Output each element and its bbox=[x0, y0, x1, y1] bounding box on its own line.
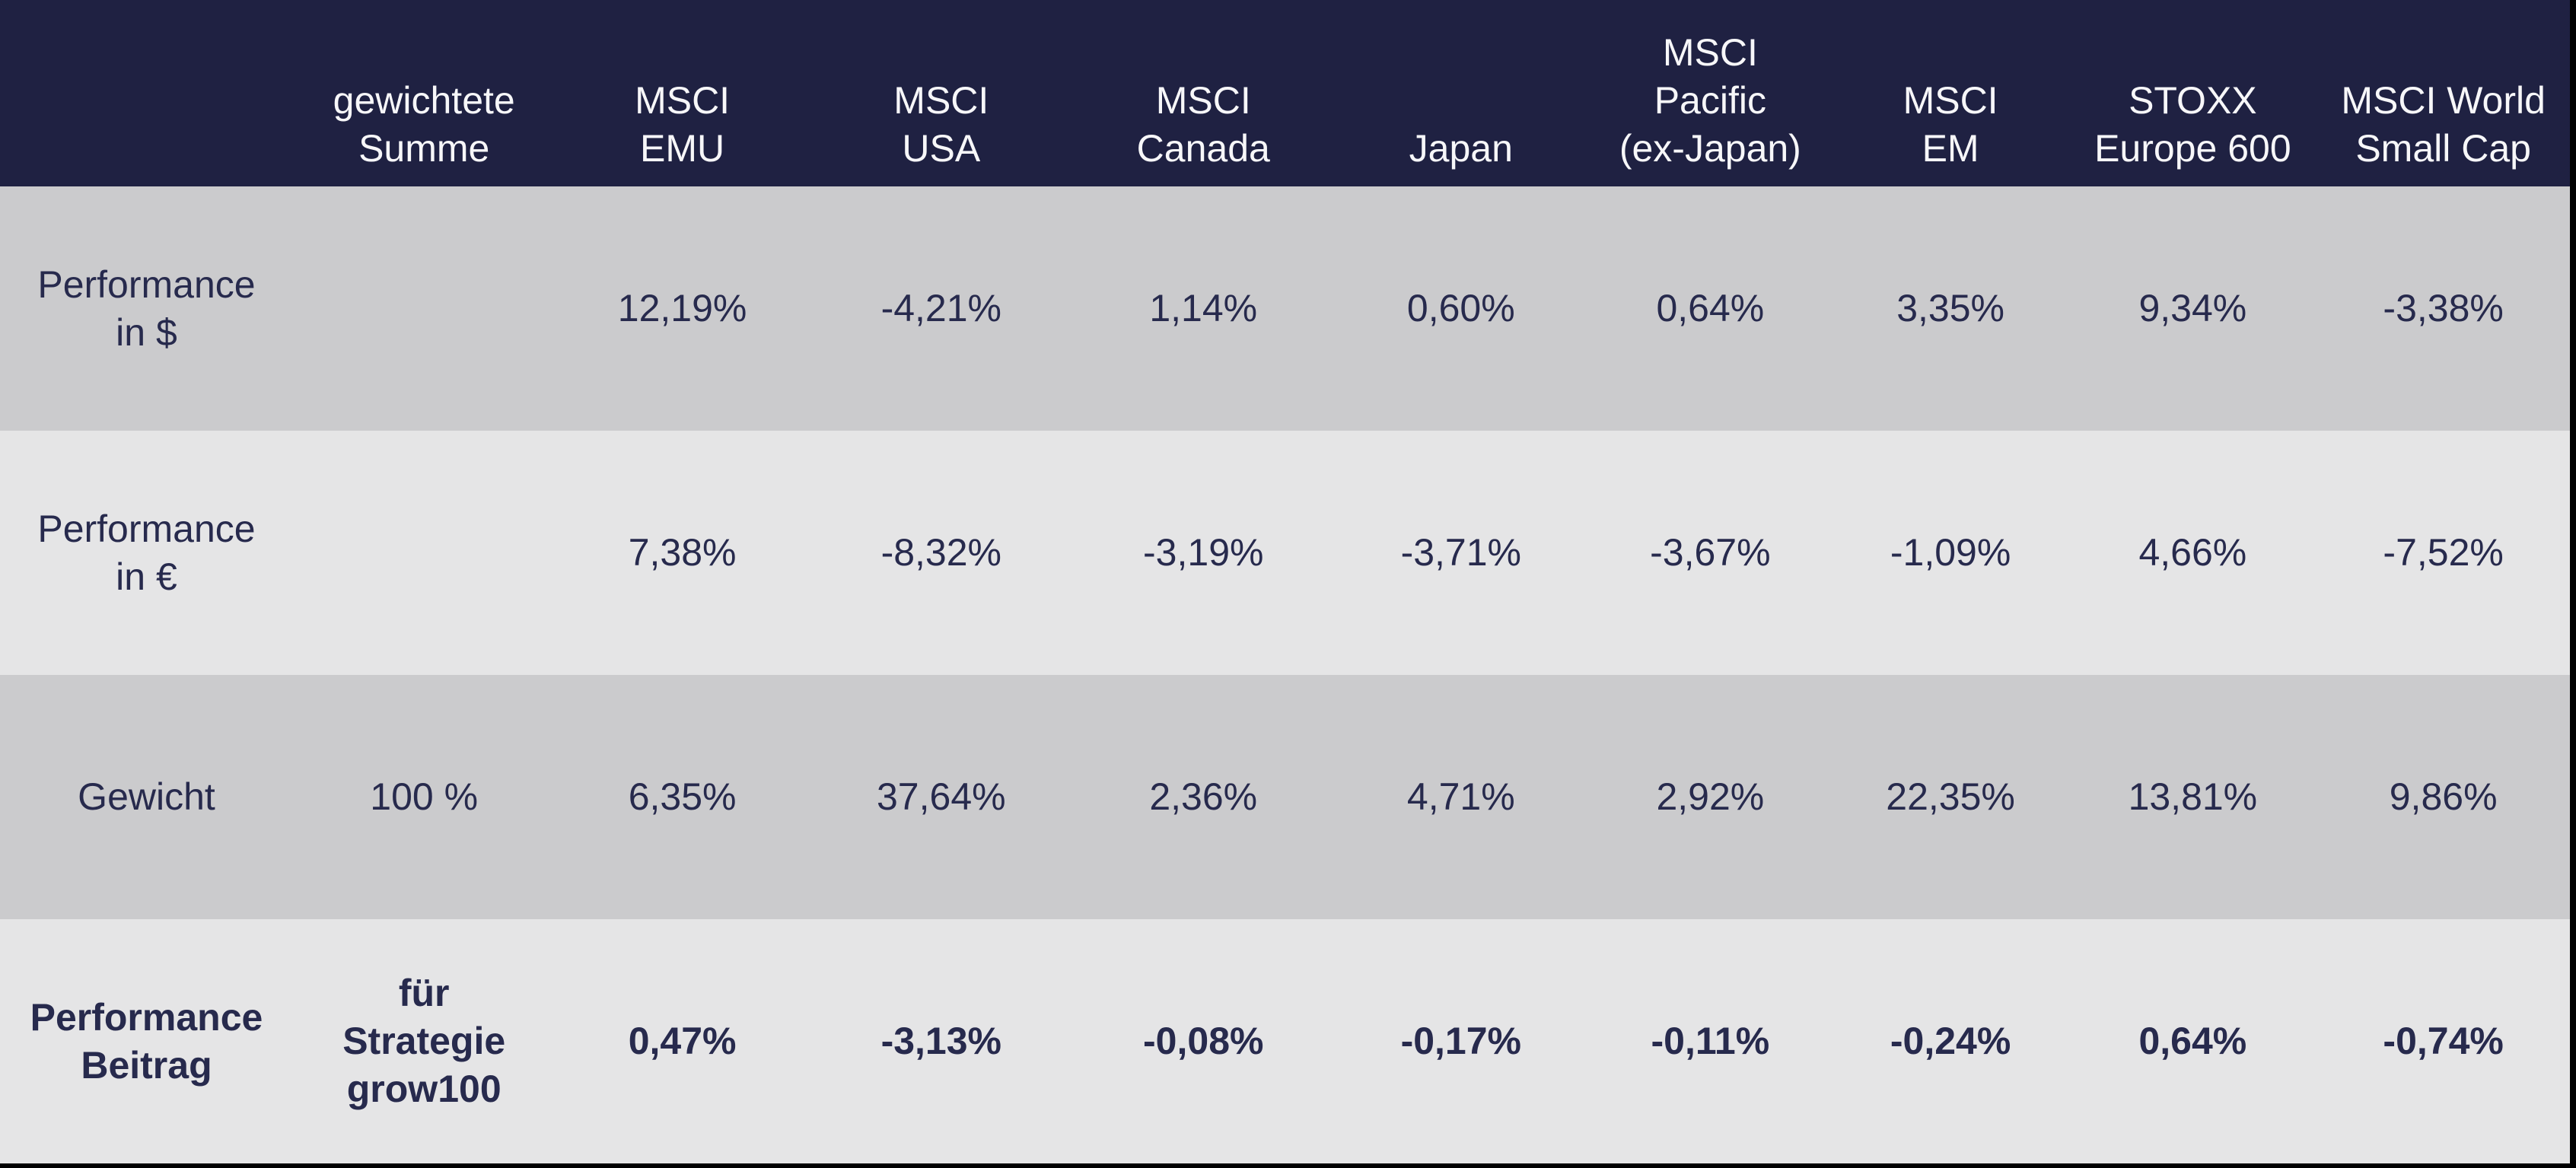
table-cell: 9,34% bbox=[2068, 186, 2317, 431]
column-header-stoxx-europe-600: STOXX Europe 600 bbox=[2068, 0, 2317, 186]
table-cell: -3,19% bbox=[1072, 431, 1334, 675]
column-header-japan: Japan bbox=[1333, 0, 1588, 186]
row-label: Performance in $ bbox=[0, 186, 293, 431]
table-cell: 0,47% bbox=[555, 919, 810, 1163]
table-cell: -3,67% bbox=[1587, 431, 1832, 675]
table-cell: 100 % bbox=[292, 675, 556, 919]
table-cell: 3,35% bbox=[1832, 186, 2069, 431]
table-cell: 1,14% bbox=[1072, 186, 1334, 431]
table-cell: 22,35% bbox=[1832, 675, 2069, 919]
row-label: Gewicht bbox=[0, 675, 293, 919]
table-cell: 12,19% bbox=[555, 186, 810, 431]
table-cell: -0,24% bbox=[1832, 919, 2069, 1163]
table-cell: -3,38% bbox=[2316, 186, 2570, 431]
header-row: gewichtete Summe MSCI EMU MSCI USA MSCI … bbox=[0, 0, 2570, 186]
table-cell: -8,32% bbox=[809, 431, 1073, 675]
table-cell: -4,21% bbox=[809, 186, 1073, 431]
table-cell bbox=[292, 186, 556, 431]
table-cell: 7,38% bbox=[555, 431, 810, 675]
row-performance-usd: Performance in $ 12,19% -4,21% 1,14% 0,6… bbox=[0, 186, 2570, 431]
table-cell: 9,86% bbox=[2316, 675, 2570, 919]
row-performance-beitrag: Performance Beitrag für Strategie grow10… bbox=[0, 919, 2570, 1163]
row-gewicht: Gewicht 100 % 6,35% 37,64% 2,36% 4,71% 2… bbox=[0, 675, 2570, 919]
column-header-msci-usa: MSCI USA bbox=[809, 0, 1073, 186]
table-cell: -3,13% bbox=[809, 919, 1073, 1163]
table-cell: 0,64% bbox=[1587, 186, 1832, 431]
row-performance-eur: Performance in € 7,38% -8,32% -3,19% -3,… bbox=[0, 431, 2570, 675]
column-header-msci-pacific-ex-japan: MSCI Pacific (ex-Japan) bbox=[1587, 0, 1832, 186]
table-cell: 0,64% bbox=[2068, 919, 2317, 1163]
column-header-msci-em: MSCI EM bbox=[1832, 0, 2069, 186]
table-cell: -0,74% bbox=[2316, 919, 2570, 1163]
row-label: Performance Beitrag bbox=[0, 919, 293, 1163]
table-cell: für Strategie grow100 bbox=[292, 919, 556, 1163]
table-cell: -3,71% bbox=[1333, 431, 1588, 675]
table-cell: 4,71% bbox=[1333, 675, 1588, 919]
row-label: Performance in € bbox=[0, 431, 293, 675]
column-header-empty bbox=[0, 0, 293, 186]
table-cell: -0,08% bbox=[1072, 919, 1334, 1163]
table-cell: 6,35% bbox=[555, 675, 810, 919]
table-cell bbox=[292, 431, 556, 675]
column-header-gewichtete-summe: gewichtete Summe bbox=[292, 0, 556, 186]
table-cell: 13,81% bbox=[2068, 675, 2317, 919]
table-cell: 4,66% bbox=[2068, 431, 2317, 675]
table-cell: 2,92% bbox=[1587, 675, 1832, 919]
table-cell: 0,60% bbox=[1333, 186, 1588, 431]
table-cell: -1,09% bbox=[1832, 431, 2069, 675]
column-header-msci-emu: MSCI EMU bbox=[555, 0, 810, 186]
column-header-msci-canada: MSCI Canada bbox=[1072, 0, 1334, 186]
table-cell: -0,17% bbox=[1333, 919, 1588, 1163]
column-header-msci-world-small-cap: MSCI World Small Cap bbox=[2316, 0, 2570, 186]
table-cell: -0,11% bbox=[1587, 919, 1832, 1163]
table-cell: -7,52% bbox=[2316, 431, 2570, 675]
table-cell: 37,64% bbox=[809, 675, 1073, 919]
table-cell: 2,36% bbox=[1072, 675, 1334, 919]
